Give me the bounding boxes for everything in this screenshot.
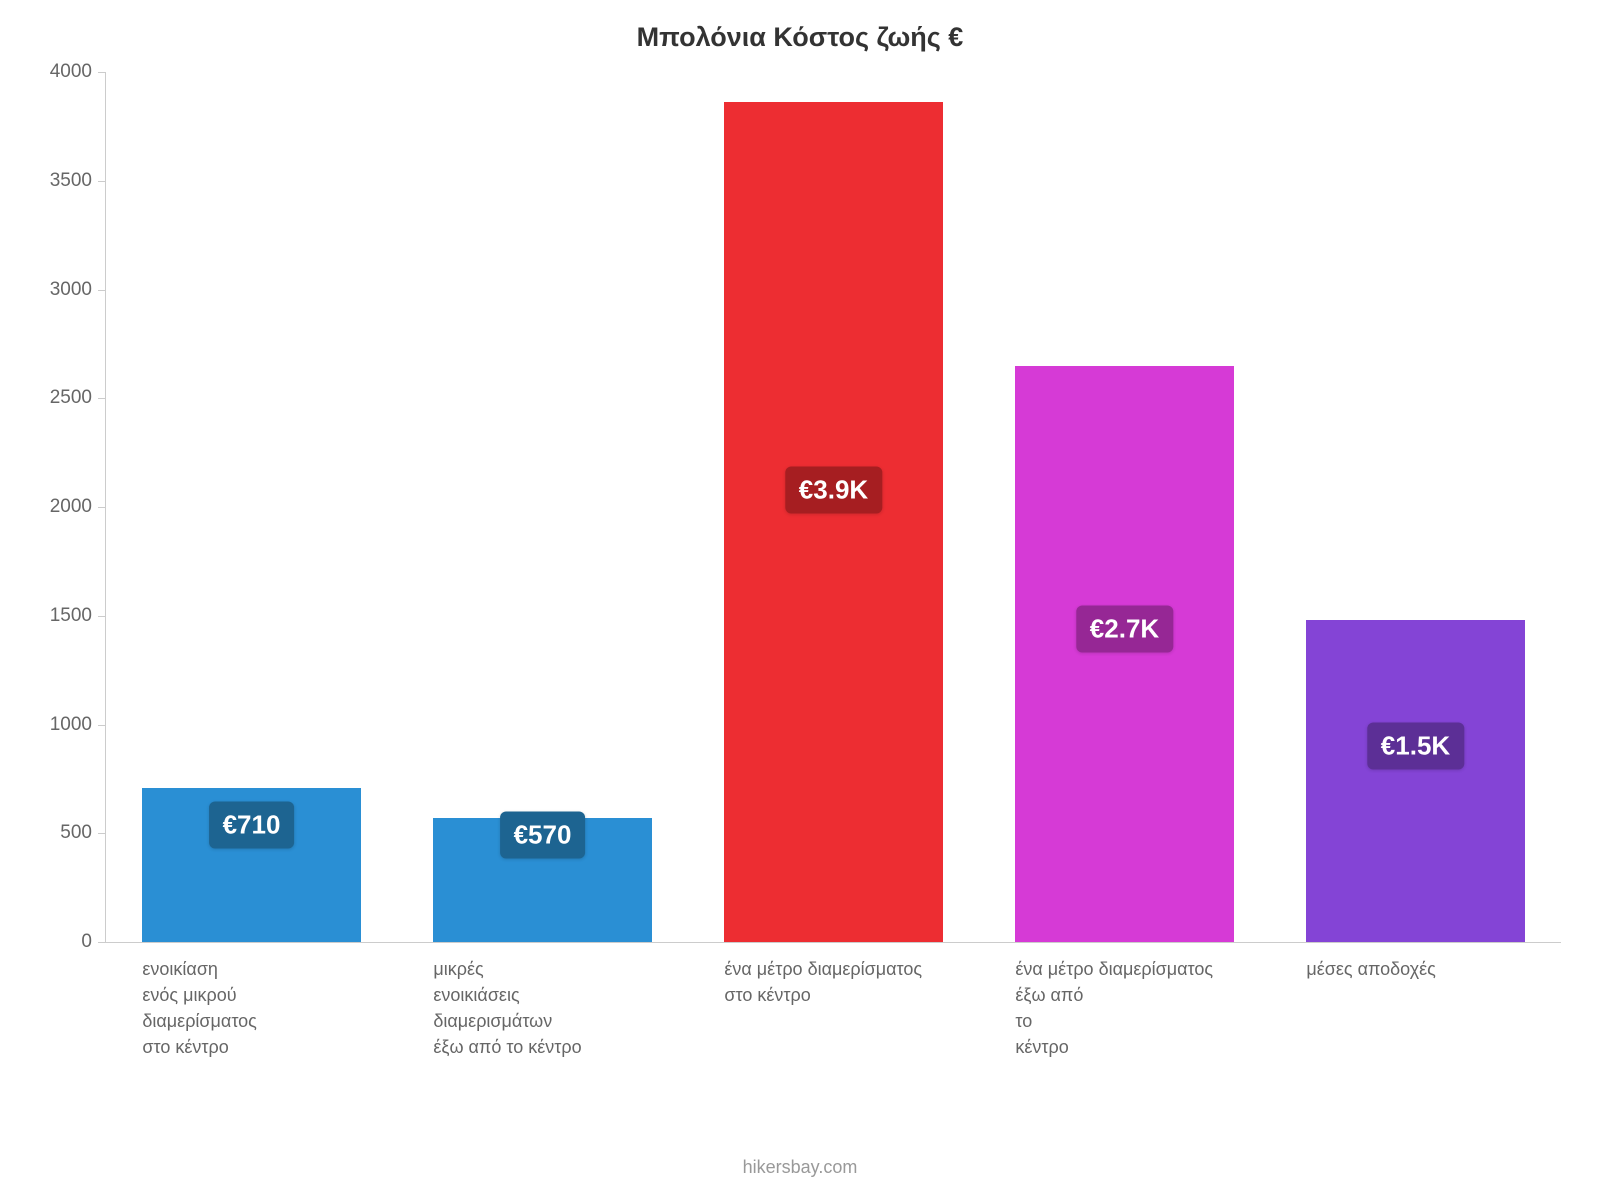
y-tick-label: 2000 (50, 496, 92, 518)
y-tick-mark (98, 833, 106, 834)
x-category-label: ένα μέτρο διαμερίσματος έξω από το κέντρ… (1015, 956, 1263, 1060)
y-tick-mark (98, 616, 106, 617)
bar (724, 102, 942, 942)
bar-value-label: €710 (209, 801, 295, 848)
y-tick-label: 500 (60, 822, 92, 844)
y-tick-mark (98, 181, 106, 182)
y-tick-label: 3500 (50, 170, 92, 192)
bar (1306, 620, 1524, 942)
x-category-label: μικρές ενοικιάσεις διαμερισμάτων έξω από… (433, 956, 681, 1060)
y-tick-mark (98, 942, 106, 943)
chart-container: Μπολόνια Κόστος ζωής € 05001000150020002… (0, 0, 1600, 1200)
bar-value-label: €2.7K (1076, 605, 1173, 652)
y-tick-label: 1000 (50, 714, 92, 736)
bar-value-label: €1.5K (1367, 723, 1464, 770)
x-category-label: ενοικίαση ενός μικρού διαμερίσματος στο … (142, 956, 390, 1060)
y-tick-label: 4000 (50, 61, 92, 83)
bar-value-label: €570 (500, 812, 586, 859)
y-tick-label: 2500 (50, 387, 92, 409)
x-category-label: μέσες αποδοχές (1306, 956, 1554, 982)
y-tick-label: 0 (81, 931, 92, 953)
bar-value-label: €3.9K (785, 466, 882, 513)
y-tick-mark (98, 507, 106, 508)
x-category-label: ένα μέτρο διαμερίσματος στο κέντρο (724, 956, 972, 1008)
y-tick-mark (98, 290, 106, 291)
y-tick-mark (98, 398, 106, 399)
chart-title: Μπολόνια Κόστος ζωής € (0, 22, 1600, 53)
bar (1015, 366, 1233, 942)
y-tick-mark (98, 725, 106, 726)
y-tick-mark (98, 72, 106, 73)
y-tick-label: 1500 (50, 605, 92, 627)
plot-area: 05001000150020002500300035004000€710ενοι… (105, 72, 1561, 943)
attribution-text: hikersbay.com (0, 1157, 1600, 1178)
y-tick-label: 3000 (50, 279, 92, 301)
